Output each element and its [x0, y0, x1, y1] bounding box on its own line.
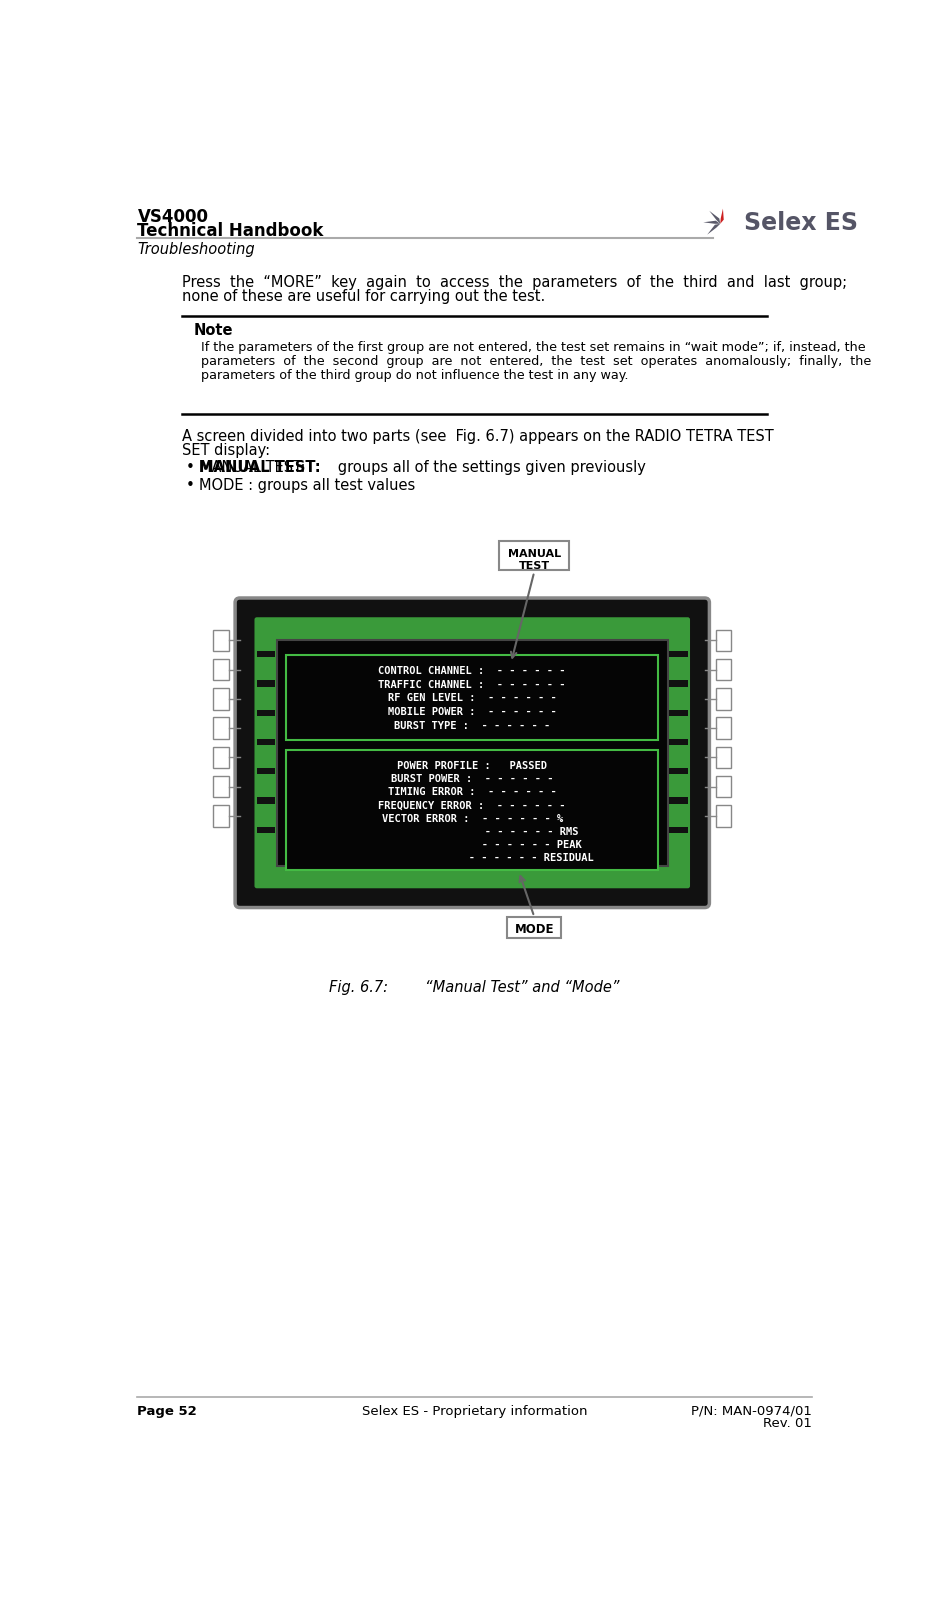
Text: If the parameters of the first group are not entered, the test set remains in “w: If the parameters of the first group are…	[201, 340, 866, 353]
Bar	[257, 768, 275, 775]
Text: none of these are useful for carrying out the test.: none of these are useful for carrying ou…	[181, 289, 544, 305]
Bar	[716, 776, 732, 798]
FancyBboxPatch shape	[255, 618, 690, 888]
FancyBboxPatch shape	[507, 917, 561, 939]
Bar	[716, 687, 732, 710]
Bar	[213, 776, 229, 798]
Bar	[257, 652, 275, 657]
Text: Selex ES - Proprietary information: Selex ES - Proprietary information	[362, 1405, 587, 1418]
Text: •: •	[185, 460, 194, 475]
Bar	[716, 806, 732, 827]
Bar	[669, 652, 688, 657]
Text: - - - - - - RMS: - - - - - - RMS	[366, 827, 579, 836]
Polygon shape	[703, 220, 720, 224]
Bar	[257, 681, 275, 687]
Text: MOBILE POWER :  - - - - - -: MOBILE POWER : - - - - - -	[388, 707, 557, 718]
Bar	[716, 658, 732, 681]
Text: CONTROL CHANNEL :  - - - - - -: CONTROL CHANNEL : - - - - - -	[379, 666, 566, 676]
Bar	[669, 710, 688, 716]
Text: BURST TYPE :  - - - - - -: BURST TYPE : - - - - - -	[394, 721, 550, 731]
Text: VS4000: VS4000	[137, 209, 208, 227]
Polygon shape	[720, 209, 724, 224]
Bar	[716, 629, 732, 652]
Text: Page 52: Page 52	[137, 1405, 197, 1418]
Text: •: •	[185, 478, 194, 493]
Bar	[213, 658, 229, 681]
Text: MANUAL
TEST: MANUAL TEST	[507, 550, 561, 571]
Text: MANUAL TEST:: MANUAL TEST:	[199, 460, 320, 475]
Bar	[669, 739, 688, 746]
Text: Selex ES: Selex ES	[744, 211, 857, 235]
Bar	[213, 747, 229, 768]
Polygon shape	[709, 211, 720, 224]
Text: Troubleshooting: Troubleshooting	[137, 242, 255, 258]
Bar	[277, 640, 668, 866]
Bar	[669, 798, 688, 804]
Text: Rev. 01: Rev. 01	[763, 1417, 812, 1430]
Bar	[257, 739, 275, 746]
FancyBboxPatch shape	[499, 541, 569, 571]
Bar	[257, 798, 275, 804]
Text: Press  the  “MORE”  key  again  to  access  the  parameters  of  the  third  and: Press the “MORE” key again to access the…	[181, 276, 846, 290]
Text: A screen divided into two parts (see  Fig. 6.7) appears on the RADIO TETRA TEST: A screen divided into two parts (see Fig…	[181, 430, 773, 444]
Bar	[716, 718, 732, 739]
Text: MODE : groups all test values: MODE : groups all test values	[199, 478, 415, 493]
Text: BURST POWER :  - - - - - -: BURST POWER : - - - - - -	[391, 775, 554, 785]
Bar	[669, 768, 688, 775]
Text: FREQUENCY ERROR :  - - - - - -: FREQUENCY ERROR : - - - - - -	[379, 801, 566, 810]
Bar	[669, 827, 688, 833]
Text: P/N: MAN-0974/01: P/N: MAN-0974/01	[691, 1405, 812, 1418]
Bar	[257, 827, 275, 833]
Bar	[716, 747, 732, 768]
Text: Technical Handbook: Technical Handbook	[137, 222, 324, 240]
Bar	[213, 718, 229, 739]
Bar	[213, 629, 229, 652]
Text: MODE: MODE	[515, 922, 554, 935]
Bar	[213, 806, 229, 827]
Text: TIMING ERROR :  - - - - - -: TIMING ERROR : - - - - - -	[388, 788, 557, 798]
Bar	[257, 710, 275, 716]
Text: parameters  of  the  second  group  are  not  entered,  the  test  set  operates: parameters of the second group are not e…	[201, 355, 871, 368]
Text: Fig. 6.7:        “Manual Test” and “Mode”: Fig. 6.7: “Manual Test” and “Mode”	[330, 981, 619, 995]
Text: - - - - - - PEAK: - - - - - - PEAK	[363, 840, 582, 849]
Bar	[286, 751, 658, 870]
Text: RF GEN LEVEL :  - - - - - -: RF GEN LEVEL : - - - - - -	[388, 694, 557, 704]
Text: Note: Note	[194, 323, 232, 339]
Text: MANUAL TEST:       groups all of the settings given previously: MANUAL TEST: groups all of the settings …	[199, 460, 645, 475]
Bar	[213, 687, 229, 710]
Text: VECTOR ERROR :  - - - - - - %: VECTOR ERROR : - - - - - - %	[382, 814, 563, 823]
Text: - - - - - - RESIDUAL: - - - - - - RESIDUAL	[350, 853, 594, 862]
Text: SET display:: SET display:	[181, 443, 269, 459]
Bar	[669, 619, 688, 887]
Text: POWER PROFILE :   PASSED: POWER PROFILE : PASSED	[397, 762, 547, 772]
FancyBboxPatch shape	[235, 598, 709, 908]
Polygon shape	[707, 224, 720, 235]
Bar	[257, 619, 275, 887]
Text: TRAFFIC CHANNEL :  - - - - - -: TRAFFIC CHANNEL : - - - - - -	[379, 679, 566, 689]
Bar	[669, 681, 688, 687]
Text: parameters of the third group do not influence the test in any way.: parameters of the third group do not inf…	[201, 368, 629, 381]
Bar	[286, 655, 658, 739]
